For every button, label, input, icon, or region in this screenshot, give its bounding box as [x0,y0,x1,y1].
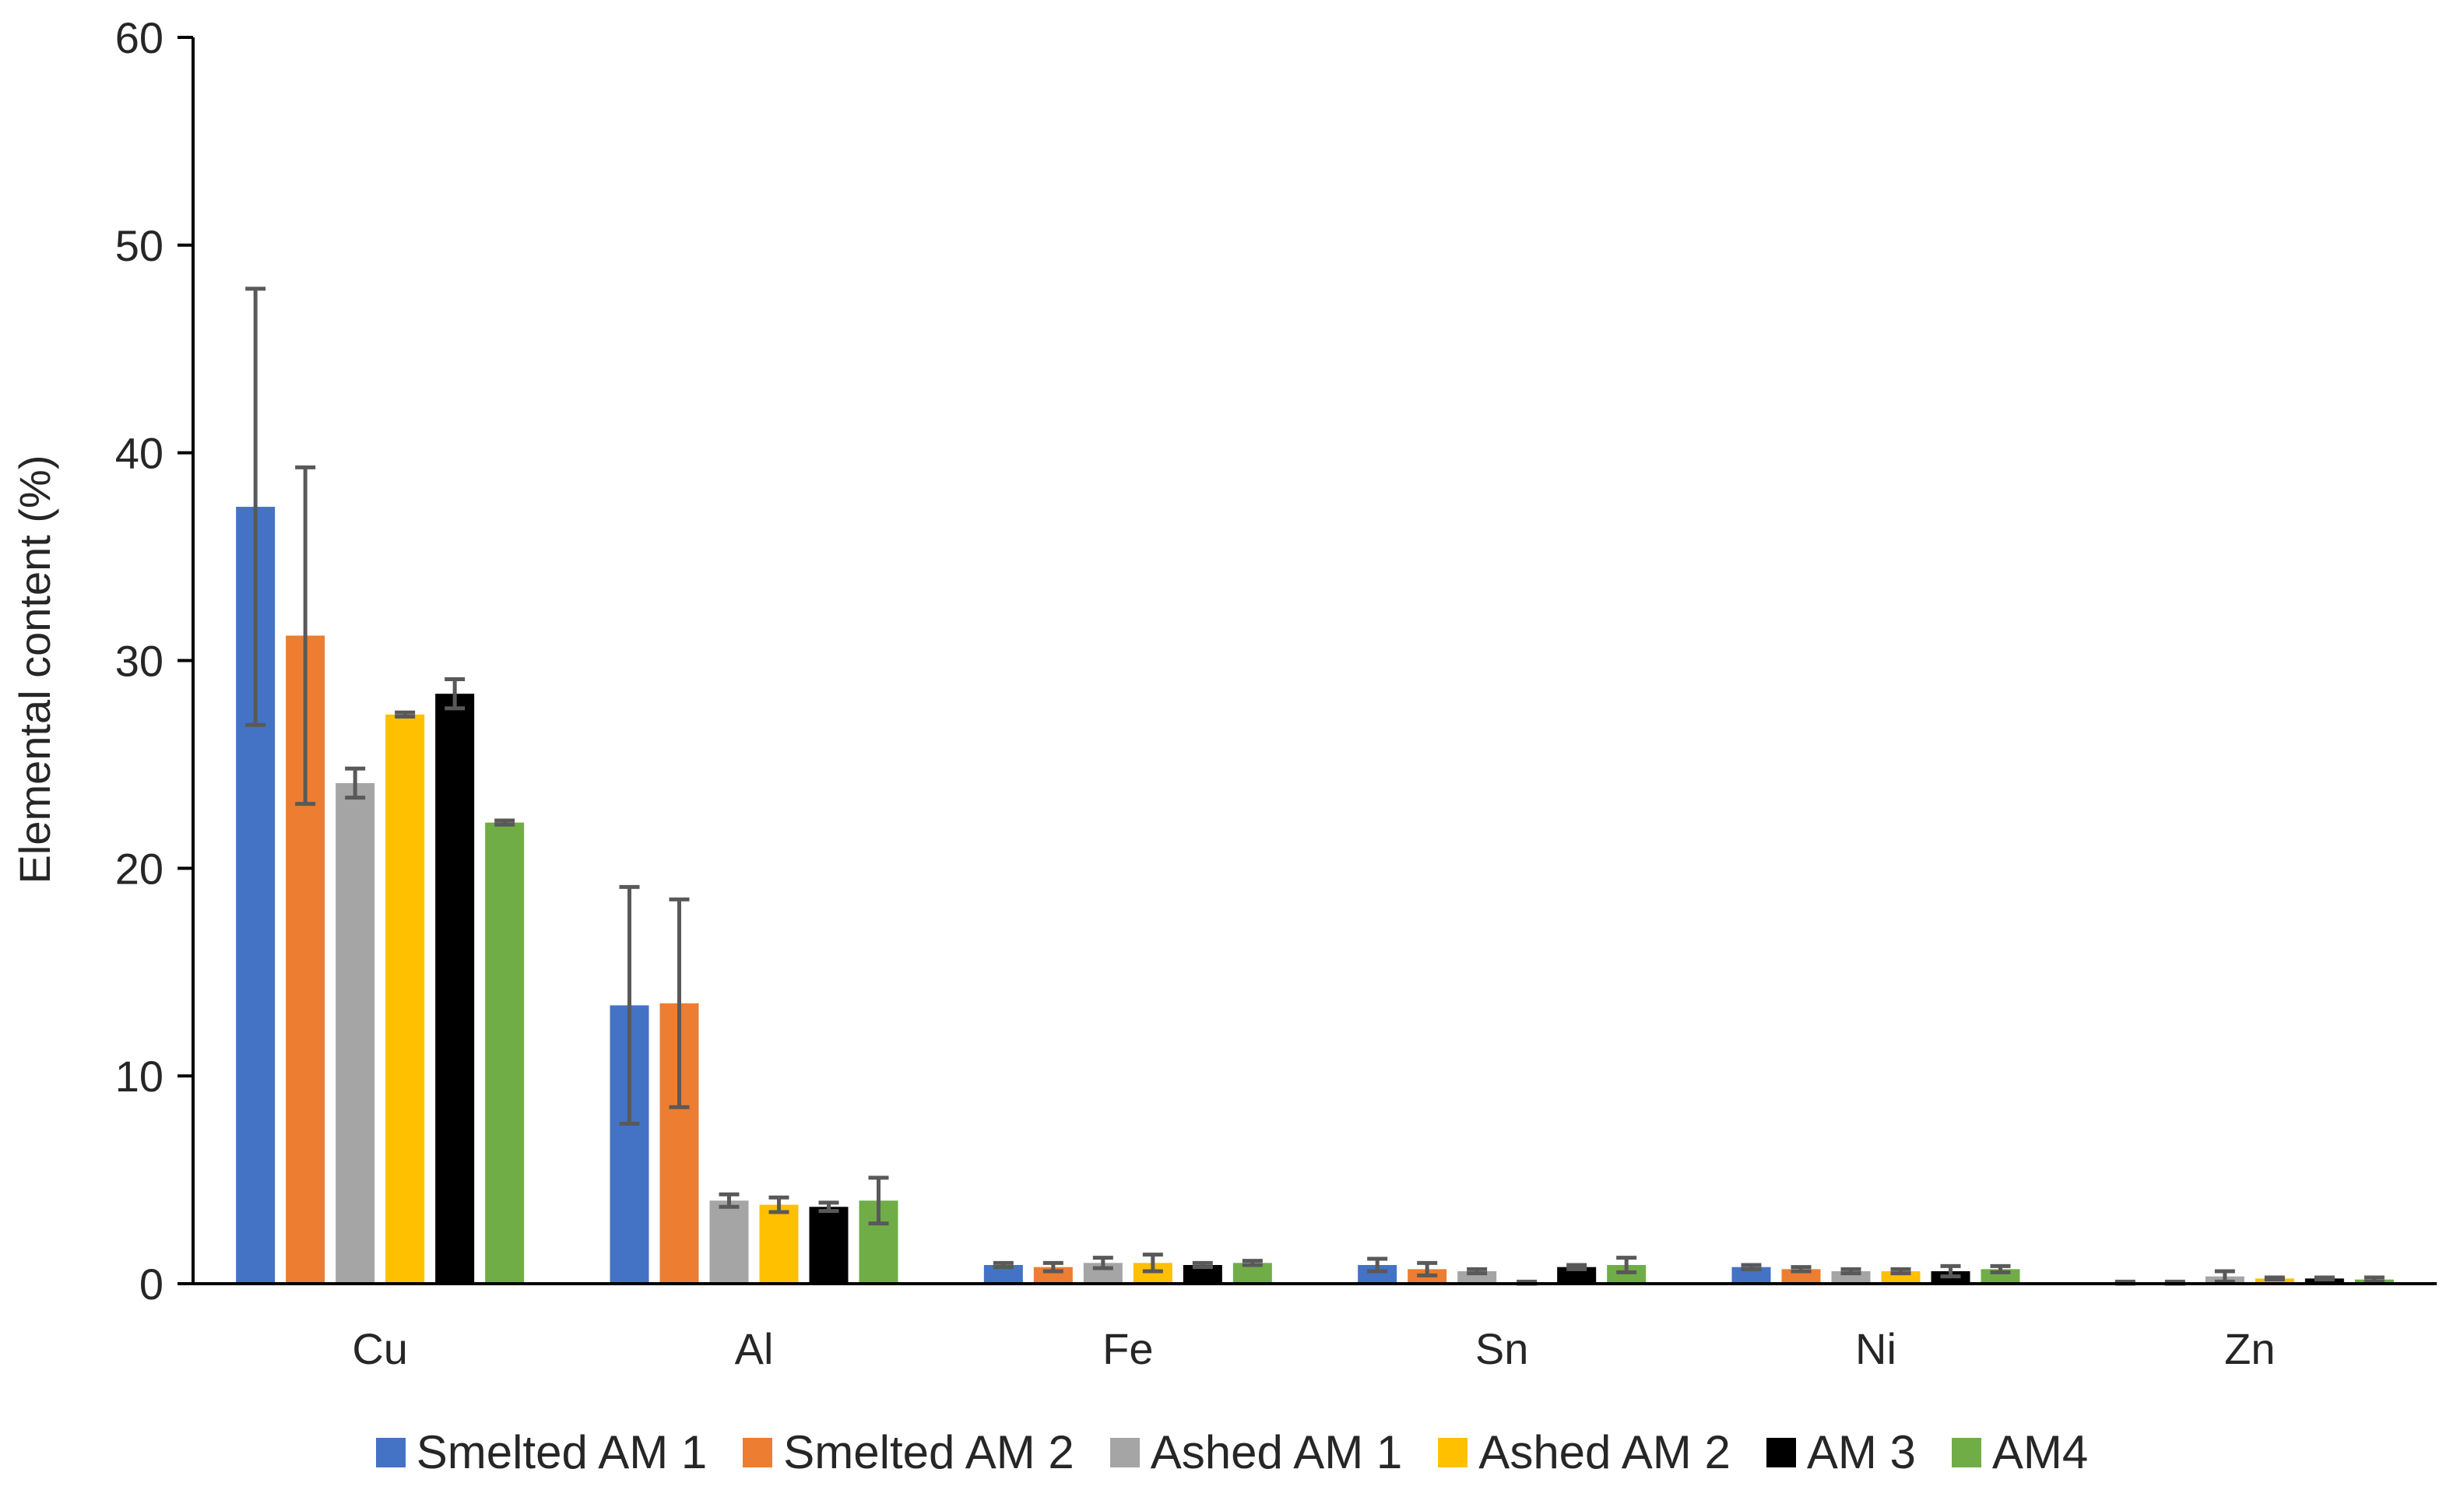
x-tick-label: Fe [1102,1324,1153,1373]
legend-label: Smelted AM 1 [416,1426,708,1478]
legend-item: Smelted AM 2 [743,1429,1074,1476]
bar-cu-5 [485,822,525,1284]
legend-item: Ashed AM 1 [1109,1426,1403,1478]
y-tick-label: 60 [115,13,163,62]
legend-label: Smelted AM 2 [783,1426,1074,1478]
y-tick-label: 30 [115,637,163,686]
legend-item: Smelted AM 1 [375,1426,708,1478]
bar-cu-4 [435,694,475,1284]
legend-label: AM 3 [1806,1426,1916,1478]
legend-swatch [1766,1438,1796,1467]
x-tick-label: Ni [1855,1324,1896,1373]
y-tick-label: 10 [115,1052,163,1101]
bar-al-2 [709,1200,749,1284]
legend-item: AM 3 [1766,1429,1916,1476]
bar-sn-4 [1557,1267,1597,1284]
legend-swatch [1109,1438,1140,1467]
legend-label: AM4 [1991,1426,2089,1478]
x-tick-label: Cu [352,1324,408,1373]
bar-cu-2 [336,782,375,1284]
bar-al-4 [809,1207,849,1284]
error-bars-group [245,286,2385,1286]
legend-swatch [743,1438,773,1467]
y-tick-label: 50 [115,221,163,270]
y-tick-label: 0 [139,1260,163,1309]
legend-swatch [1438,1438,1468,1467]
y-axis-title: Elemental content (%) [10,455,59,884]
x-axis-labels: Cu Al Fe Sn Ni Zn [352,1324,2275,1373]
bar-ni-0 [1731,1267,1771,1284]
y-tick-label: 20 [115,844,163,893]
legend-label: Ashed AM 2 [1478,1426,1731,1478]
legend-label: Ashed AM 1 [1150,1426,1403,1478]
x-tick-label: Al [735,1324,774,1373]
bar-cu-3 [385,714,425,1284]
x-tick-label: Sn [1475,1324,1529,1373]
legend-swatch [375,1438,406,1467]
x-tick-label: Zn [2224,1324,2275,1373]
y-axis-ticks: 0 10 20 30 40 50 60 [115,13,193,1309]
legend-item: Ashed AM 2 [1438,1429,1731,1476]
y-tick-label: 40 [115,429,163,478]
legend-swatch [1951,1438,1981,1467]
legend: Smelted AM 1 Smelted AM 2 Ashed AM 1 Ashed … [0,1429,2464,1476]
legend-item: AM4 [1951,1426,2089,1478]
bars-group [236,507,2394,1284]
bar-al-3 [759,1204,799,1284]
